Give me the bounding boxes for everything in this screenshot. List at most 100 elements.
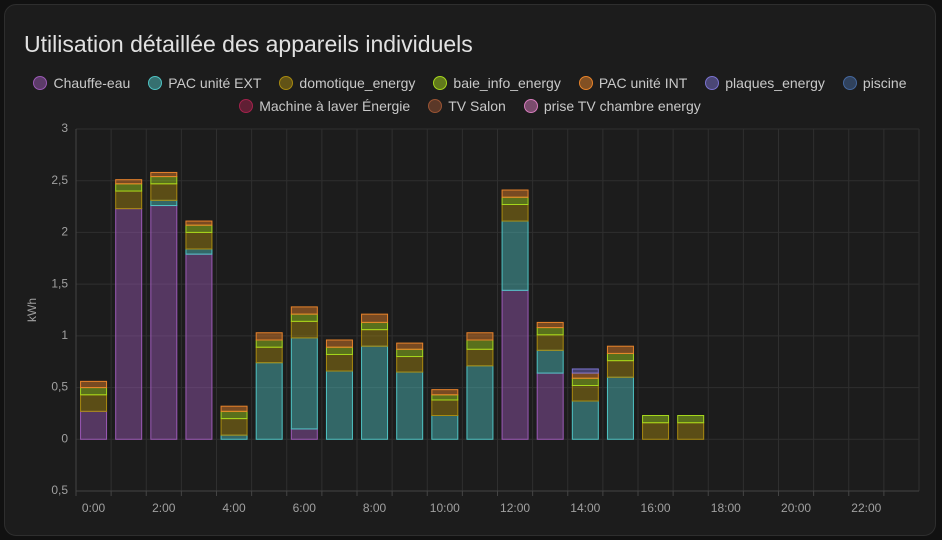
bar-segment bbox=[606, 376, 634, 440]
bar-segment bbox=[325, 370, 353, 440]
bar-segment bbox=[396, 356, 424, 373]
y-tick-label: 2 bbox=[61, 225, 68, 239]
y-tick-label: 1 bbox=[61, 328, 68, 342]
bar-segment bbox=[501, 196, 529, 206]
bar-segment bbox=[220, 405, 248, 412]
x-tick-label: 22:00 bbox=[851, 501, 881, 515]
legend-label: prise TV chambre energy bbox=[543, 98, 701, 114]
legend-swatch bbox=[705, 76, 720, 90]
bar-segment bbox=[255, 332, 283, 341]
bar-segment bbox=[466, 348, 494, 367]
bar-segment bbox=[677, 414, 705, 424]
bar-segment bbox=[115, 208, 143, 440]
bar-segment bbox=[571, 385, 599, 402]
bar-segment bbox=[536, 321, 564, 329]
bar-segment bbox=[396, 342, 424, 350]
bar-segment bbox=[431, 399, 459, 416]
legend-label: piscine bbox=[862, 75, 907, 91]
bar-segment bbox=[80, 394, 108, 412]
chart: 0,5 0 0,5 1 1,5 2 2,5 3 kWh 0:00 2:00 4:00 6:00 8:00 1… bbox=[25, 121, 920, 515]
legend-swatch bbox=[428, 99, 443, 113]
legend-label: Machine à laver Énergie bbox=[259, 98, 411, 114]
bar-segment bbox=[150, 199, 178, 207]
bar-segment bbox=[290, 320, 318, 339]
legend-label: Chauffe-eau bbox=[53, 75, 131, 91]
bar-segment bbox=[361, 313, 389, 323]
x-tick-label: 4:00 bbox=[222, 501, 246, 515]
legend-item[interactable]: TV Salon bbox=[428, 98, 506, 114]
legend-label: TV Salon bbox=[448, 98, 506, 114]
legend-label: baie_info_energy bbox=[453, 75, 561, 91]
bar-segment bbox=[115, 183, 143, 192]
bar-segment bbox=[150, 171, 178, 178]
x-tick-label: 6:00 bbox=[293, 501, 317, 515]
bar-segment bbox=[501, 189, 529, 198]
legend-item[interactable]: Chauffe-eau bbox=[33, 75, 130, 91]
bar-segment bbox=[325, 353, 353, 372]
bar-segment bbox=[501, 289, 529, 440]
legend-swatch bbox=[433, 76, 448, 90]
bar-segment bbox=[431, 389, 459, 396]
legend-item[interactable]: baie_info_energy bbox=[433, 75, 561, 91]
bar-segment bbox=[466, 332, 494, 341]
bar-segment bbox=[431, 394, 459, 401]
bar-segment bbox=[606, 352, 634, 362]
legend-label: plaques_energy bbox=[725, 75, 825, 91]
y-tick-label: 0,5 bbox=[51, 483, 68, 497]
bar-segment bbox=[361, 321, 389, 331]
bar-segment bbox=[80, 410, 108, 440]
bar-segment bbox=[396, 371, 424, 440]
bar-segment bbox=[642, 422, 670, 440]
legend-item[interactable]: Machine à laver Énergie bbox=[239, 98, 410, 114]
bar-segment bbox=[571, 368, 599, 374]
y-tick-label: 3 bbox=[61, 121, 68, 135]
bar-segment bbox=[501, 220, 529, 291]
bar-segment bbox=[606, 360, 634, 378]
card: Utilisation détaillée des appareils indi… bbox=[4, 4, 936, 536]
legend-item[interactable]: PAC unité EXT bbox=[148, 75, 261, 91]
y-tick-label: 1,5 bbox=[51, 276, 68, 290]
legend-swatch bbox=[523, 99, 538, 113]
bar-segment bbox=[220, 418, 248, 436]
bar-segment bbox=[642, 414, 670, 424]
y-tick-label: 0 bbox=[61, 431, 68, 445]
bar-segment bbox=[80, 387, 108, 396]
bar-segment bbox=[466, 365, 494, 440]
bar-segment bbox=[150, 176, 178, 185]
bar-segment bbox=[536, 372, 564, 440]
legend-swatch bbox=[279, 76, 294, 90]
bar-segment bbox=[80, 380, 108, 389]
bar-segment bbox=[361, 329, 389, 347]
legend-item[interactable]: prise TV chambre energy bbox=[523, 98, 701, 114]
x-tick-label: 10:00 bbox=[430, 501, 460, 515]
bar-segment bbox=[255, 362, 283, 440]
legend-label: PAC unité INT bbox=[598, 75, 688, 91]
bar-segment bbox=[396, 348, 424, 358]
bar-segment bbox=[185, 220, 213, 226]
x-tick-label: 0:00 bbox=[82, 501, 106, 515]
bar-segment bbox=[185, 253, 213, 440]
bar-segment bbox=[325, 346, 353, 355]
bar-segment bbox=[571, 400, 599, 440]
legend-item[interactable]: plaques_energy bbox=[705, 75, 825, 91]
legend-swatch bbox=[33, 76, 48, 90]
bar-segment bbox=[466, 339, 494, 350]
legend-item[interactable]: piscine bbox=[842, 75, 907, 91]
legend-swatch bbox=[148, 76, 163, 90]
bar-segment bbox=[571, 372, 599, 379]
bar-segment bbox=[325, 339, 353, 348]
legend-item[interactable]: PAC unité INT bbox=[578, 75, 688, 91]
x-tick-label: 8:00 bbox=[363, 501, 387, 515]
bar-segment bbox=[115, 179, 143, 185]
bar-segment bbox=[290, 306, 318, 315]
bar-segment bbox=[150, 183, 178, 201]
x-tick-label: 12:00 bbox=[500, 501, 530, 515]
bar-segment bbox=[255, 346, 283, 364]
bar-segment bbox=[185, 224, 213, 233]
bar-segment bbox=[536, 334, 564, 351]
x-tick-label: 14:00 bbox=[570, 501, 600, 515]
chart-title: Utilisation détaillée des appareils indi… bbox=[24, 31, 473, 57]
legend-item[interactable]: domotique_energy bbox=[279, 75, 415, 91]
y-tick-label: 2,5 bbox=[51, 173, 68, 187]
bar-segment bbox=[290, 337, 318, 430]
